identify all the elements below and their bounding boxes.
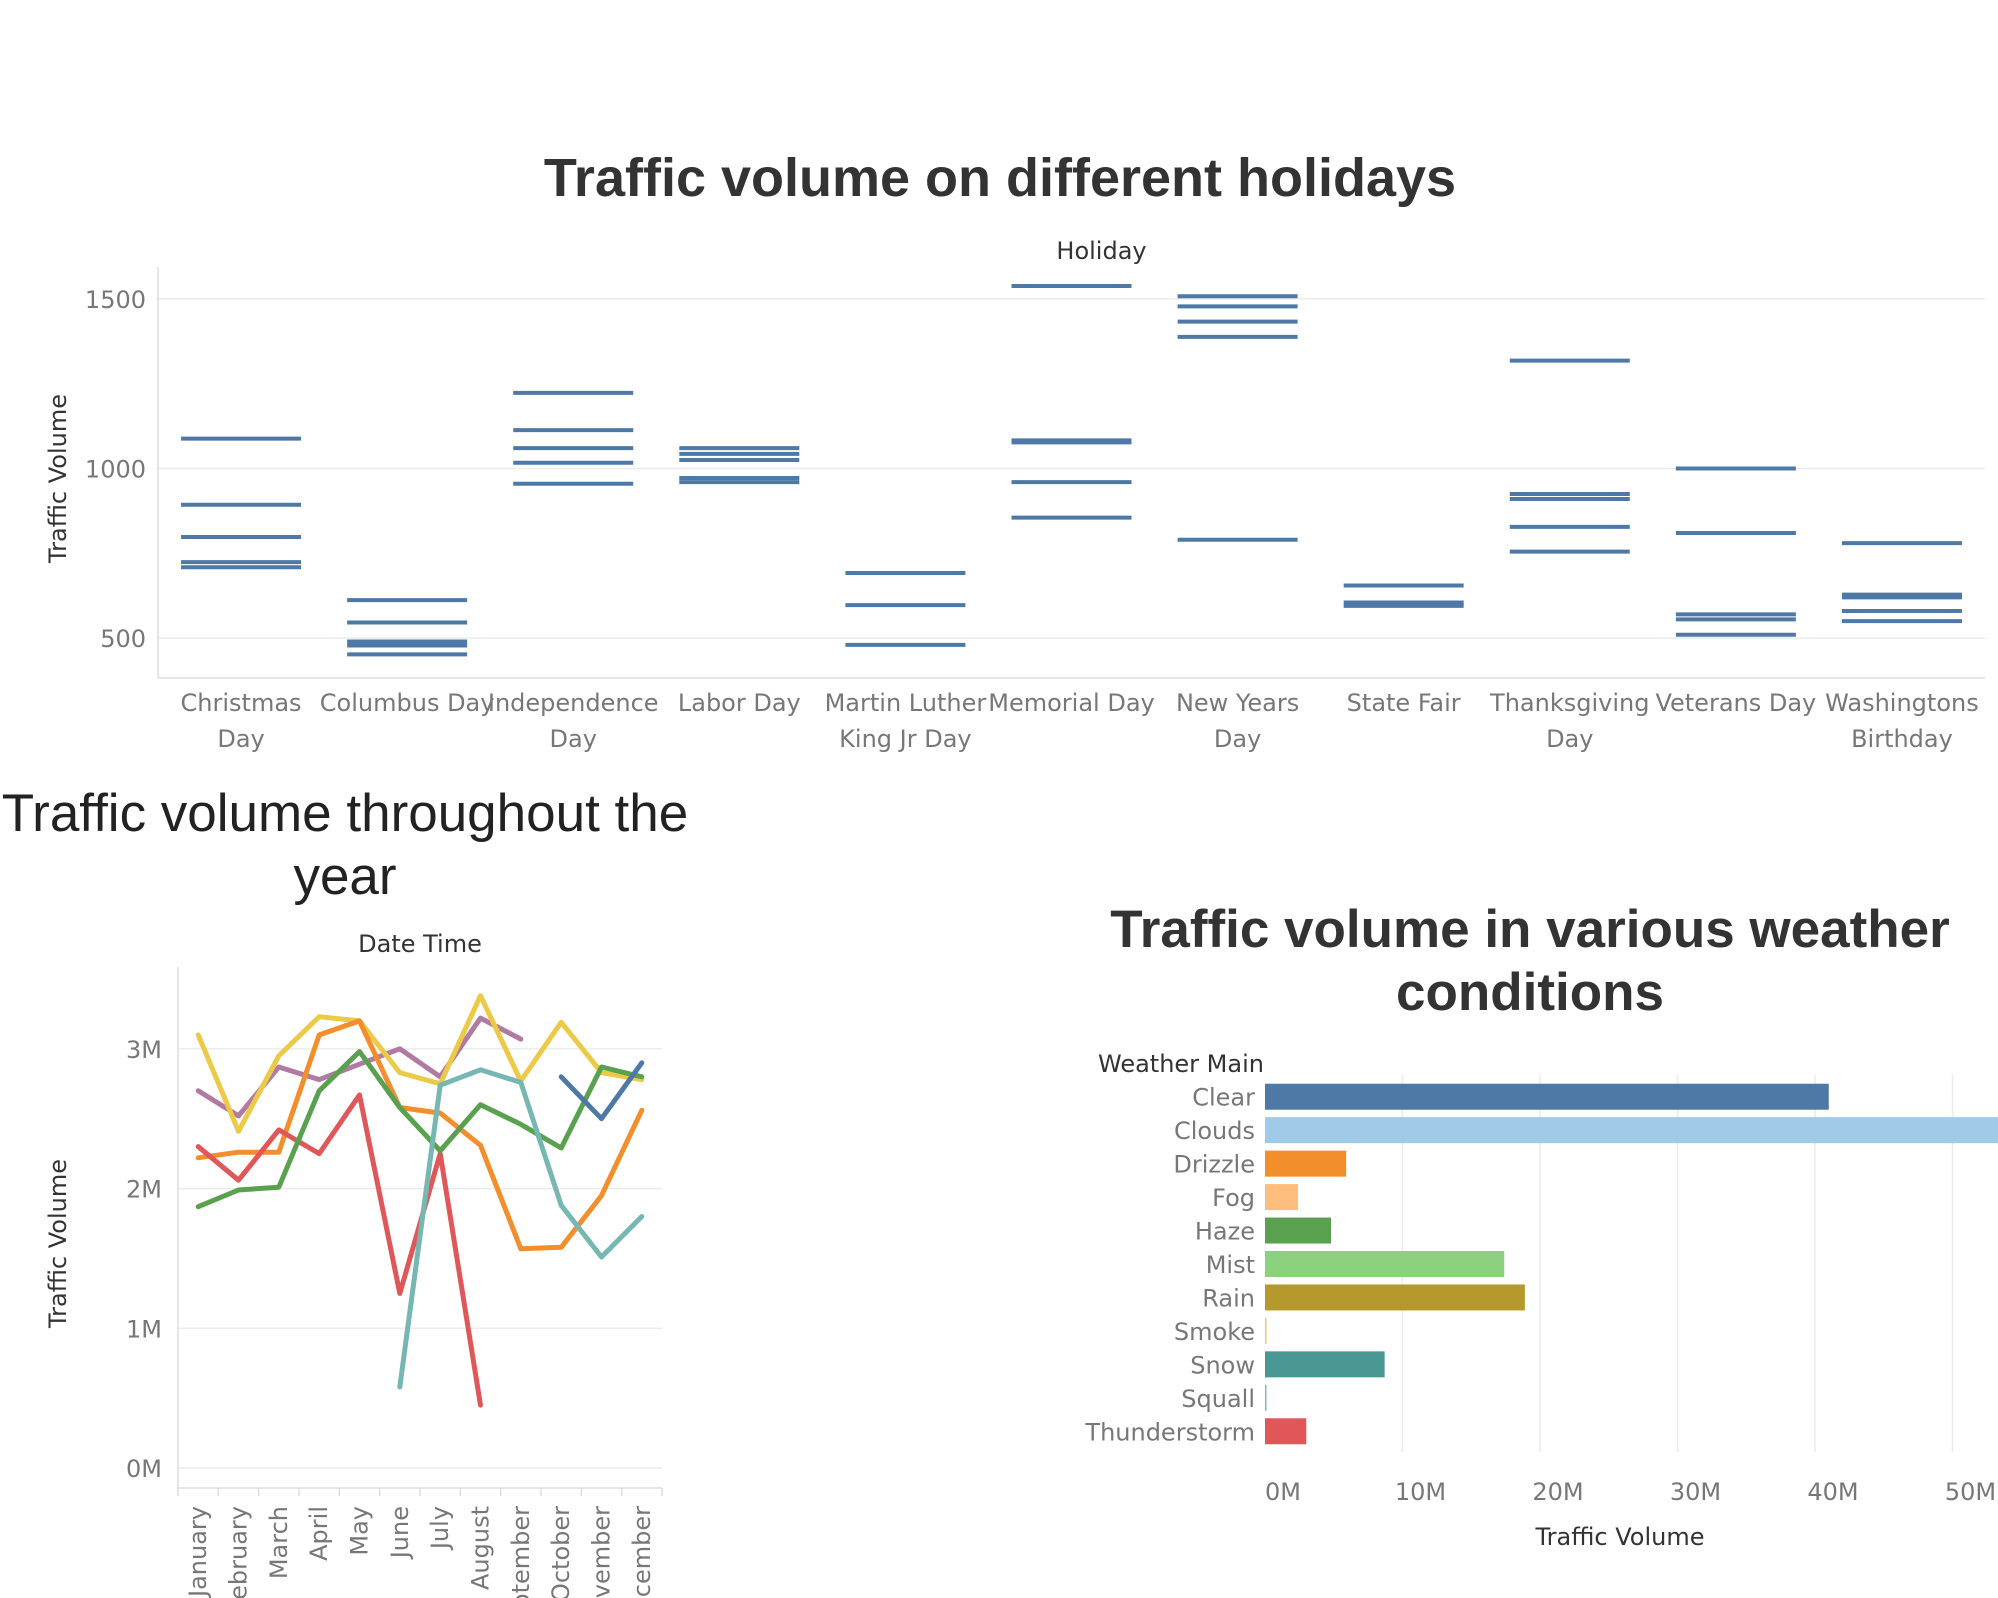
y-tick-label: 500 (100, 625, 146, 653)
series-line (195, 1049, 645, 1210)
x-tick-label: Christmas (181, 689, 302, 717)
bar (1265, 1117, 1998, 1144)
y-tick-label: 2M (126, 1176, 162, 1204)
y-tick-label: 1000 (85, 456, 146, 484)
x-tick-label: 0M (1265, 1478, 1301, 1506)
y-tick-label: Clouds (1174, 1117, 1255, 1145)
x-tick-label: July (426, 1506, 454, 1551)
x-tick-label: November (588, 1506, 616, 1598)
x-tick-label: Independence (488, 689, 659, 717)
x-tick-label: May (346, 1506, 374, 1556)
x-tick-label: January (184, 1506, 212, 1598)
x-tick-label: New Years (1176, 689, 1299, 717)
x-tick-label: April (305, 1506, 333, 1561)
bar (1265, 1317, 1267, 1344)
series-line (397, 1067, 645, 1390)
y-tick-label: 3M (126, 1036, 162, 1064)
bar (1265, 1384, 1267, 1411)
y-tick-label: 0M (126, 1455, 162, 1483)
x-tick-label: Martin Luther (825, 689, 987, 717)
weather-chart: Weather Main 0M 10M 20M 30M 40M 50M Traffic Vol… (1084, 1050, 1998, 1551)
x-tick-label: Labor Day (678, 689, 801, 717)
series-line (195, 993, 645, 1134)
bar (1265, 1184, 1298, 1211)
x-tick-label: December (628, 1506, 656, 1598)
x-tick-label: Washingtons (1825, 689, 1979, 717)
y-tick-label: Haze (1195, 1218, 1255, 1246)
y-axis-label: Traffic Volume (44, 394, 72, 564)
weather-chart-title: Traffic volume in various weather condit… (1110, 900, 1950, 1022)
x-axis-label: Traffic Volume (1535, 1523, 1705, 1551)
year-chart-title: Traffic volume throughout the year (1, 784, 689, 906)
bar (1265, 1217, 1331, 1244)
column-header: Holiday (1056, 237, 1146, 265)
x-tick-label: Birthday (1851, 725, 1953, 753)
x-tick-label: King Jr Day (839, 725, 971, 753)
x-tick-label: 30M (1670, 1478, 1721, 1506)
y-tick-label: Thunderstorm (1084, 1418, 1255, 1446)
x-tick-label: 50M (1945, 1478, 1996, 1506)
x-tick-label: Day (1546, 725, 1593, 753)
y-tick-label: 1500 (85, 286, 146, 314)
x-tick-label: June (386, 1506, 414, 1560)
series-line (558, 1060, 645, 1122)
series-line (195, 1018, 645, 1252)
bar (1265, 1251, 1505, 1277)
x-tick-label: September (507, 1506, 535, 1598)
x-tick-label: March (265, 1506, 293, 1579)
series-line (195, 1092, 483, 1408)
bar (1265, 1351, 1385, 1378)
x-tick-label: August (467, 1506, 495, 1590)
x-tick-label: 20M (1532, 1478, 1583, 1506)
x-tick-label: 40M (1807, 1478, 1858, 1506)
column-header: Date Time (358, 930, 482, 958)
series-line (195, 1015, 524, 1119)
y-tick-label: Rain (1202, 1284, 1255, 1312)
x-tick-label: Memorial Day (988, 689, 1154, 717)
x-tick-label: February (225, 1506, 253, 1598)
x-tick-label: Day (1214, 725, 1261, 753)
x-tick-label: Day (217, 725, 264, 753)
x-tick-label: October (547, 1506, 575, 1598)
row-header: Weather Main (1098, 1050, 1264, 1078)
bar (1265, 1150, 1347, 1177)
holiday-chart: Holiday Traffic Volume 500 1000 1500 Christma… (44, 237, 1985, 753)
holiday-chart-title: Traffic volume on different holidays (543, 148, 1457, 208)
y-tick-label: Fog (1212, 1184, 1255, 1212)
x-tick-label: Thanksgiving (1489, 689, 1649, 717)
bar (1265, 1418, 1307, 1445)
y-tick-label: Squall (1181, 1385, 1255, 1413)
x-tick-label: 10M (1395, 1478, 1446, 1506)
y-tick-label: Snow (1190, 1351, 1255, 1379)
bar (1265, 1083, 1829, 1110)
bar (1265, 1284, 1525, 1311)
y-tick-label: Drizzle (1173, 1151, 1255, 1179)
y-tick-label: Smoke (1174, 1318, 1255, 1346)
x-tick-label: State Fair (1347, 689, 1461, 717)
y-tick-label: Mist (1206, 1251, 1255, 1279)
y-tick-label: Clear (1192, 1084, 1255, 1112)
x-tick-label: Day (550, 725, 597, 753)
year-chart: Date Time Traffic Volume 0M 1M 2M 3M January Fe… (44, 930, 663, 1598)
y-axis-label: Traffic Volume (44, 1159, 72, 1329)
y-tick-label: 1M (126, 1315, 162, 1343)
x-tick-label: Columbus Day (320, 689, 495, 717)
x-tick-label: Veterans Day (1655, 689, 1816, 717)
